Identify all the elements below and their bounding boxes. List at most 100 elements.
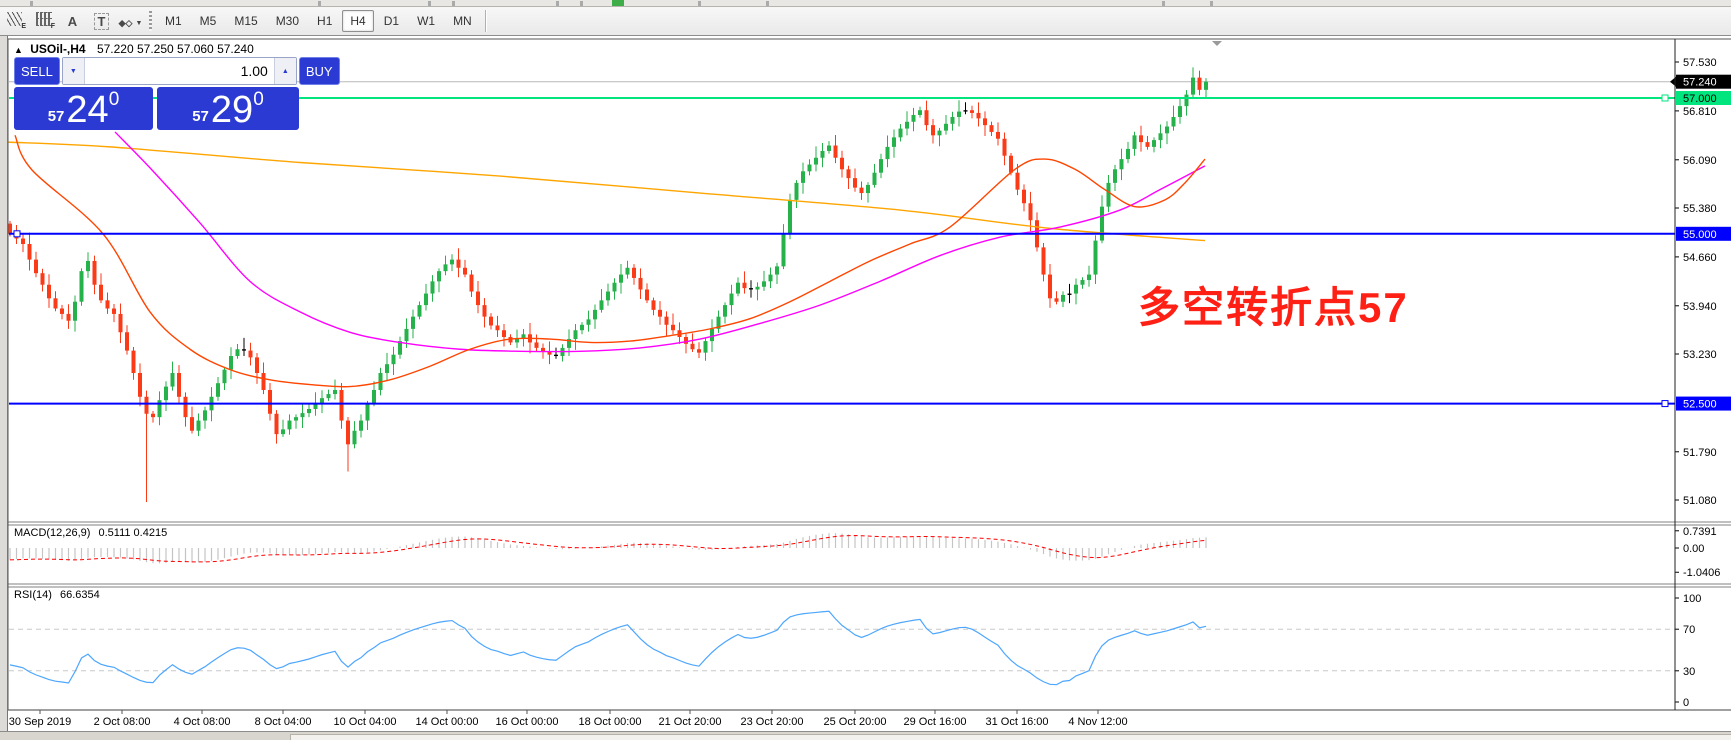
- sell-price-sup: 0: [108, 89, 120, 110]
- macd-indicator-label: MACD(12,26,9) 0.5111 0.4215: [14, 527, 167, 539]
- rsi-panel: 100 70 30 0: [9, 593, 1701, 709]
- time-tick-label: 31 Oct 16:00: [986, 716, 1049, 728]
- arrow-symbols-icon[interactable]: ◆◇ ▼: [118, 17, 143, 28]
- toolbar-separator: [484, 10, 487, 32]
- rsi-indicator-label: RSI(14) 66.6354: [14, 589, 100, 601]
- window-left-edge: [0, 35, 8, 740]
- timeframe-h4-button[interactable]: H4: [342, 10, 374, 32]
- hline-price-tag-text: 52.500: [1683, 399, 1717, 411]
- time-tick-label: 18 Oct 00:00: [579, 716, 642, 728]
- clipped-button-edge: [1162, 1, 1165, 6]
- timeframe-m5-button[interactable]: M5: [192, 10, 225, 32]
- buy-price-display[interactable]: 57 29 0: [157, 87, 299, 130]
- hline-price-tag-text: 55.000: [1683, 229, 1717, 241]
- rsi-axis-label: 100: [1683, 593, 1701, 605]
- time-tick-label: 29 Oct 16:00: [904, 716, 967, 728]
- equidistant-channel-icon[interactable]: E: [1, 8, 28, 30]
- time-tick-label: 16 Oct 00:00: [496, 716, 559, 728]
- hline-price-tag: [1676, 90, 1731, 105]
- price-tick-label: 51.080: [1683, 495, 1717, 507]
- macd-axis-label: -1.0406: [1683, 567, 1720, 579]
- timeframe-h1-button[interactable]: H1: [309, 10, 340, 32]
- chart-text-annotation[interactable]: 多空转折点57: [1138, 284, 1409, 331]
- sell-price-display[interactable]: 57 24 0: [14, 87, 153, 130]
- rsi-values: 66.6354: [59, 589, 100, 601]
- timeframe-group: M1 M5 M15 M30 H1 H4 D1 W1 MN: [156, 10, 481, 32]
- timeframe-m1-button[interactable]: M1: [157, 10, 190, 32]
- volume-input[interactable]: [84, 58, 274, 84]
- rsi-axis-label: 0: [1683, 697, 1689, 709]
- chart-title: ▲ USOil-,H4 57.220 57.250 57.060 57.240: [14, 42, 254, 56]
- timeframe-m30-button[interactable]: M30: [268, 10, 307, 32]
- time-tick-label: 4 Oct 08:00: [174, 716, 231, 728]
- fibonacci-lines-icon[interactable]: F: [30, 8, 57, 30]
- price-tick-label: 55.380: [1683, 203, 1717, 215]
- price-tick-label: 56.090: [1683, 155, 1717, 167]
- time-tick-label: 23 Oct 20:00: [741, 716, 804, 728]
- timeframe-d1-button[interactable]: D1: [376, 10, 407, 32]
- clipped-green-icon: [612, 0, 624, 6]
- volume-decrease-button[interactable]: ▼: [62, 58, 85, 84]
- time-tick-label: 14 Oct 00:00: [416, 716, 479, 728]
- text-box-icon[interactable]: T: [88, 10, 115, 32]
- symbol-dropdown-icon[interactable]: ▲: [14, 45, 23, 55]
- macd-axis-label: 0.7391: [1683, 526, 1717, 538]
- candlestick-series: [8, 67, 1208, 503]
- price-tick-label: 53.940: [1683, 301, 1717, 313]
- clipped-button-edge: [698, 1, 701, 6]
- price-tick-label: 57.530: [1683, 57, 1717, 69]
- price-tick-label: 51.790: [1683, 447, 1717, 459]
- time-axis[interactable]: 30 Sep 2019 2 Oct 08:00 4 Oct 08:00 8 Oct 0…: [9, 710, 1128, 728]
- volume-increase-button[interactable]: ▲: [273, 58, 296, 84]
- buy-button[interactable]: BUY: [298, 57, 340, 85]
- rsi-axis-label: 30: [1683, 666, 1695, 678]
- clipped-toolbar-row: [0, 0, 1731, 7]
- hline-anchor[interactable]: [13, 230, 21, 238]
- timeframe-m15-button[interactable]: M15: [226, 10, 265, 32]
- buy-price-sup: 0: [253, 89, 264, 110]
- buy-price-prefix: 57: [192, 108, 209, 125]
- clipped-button-edge: [318, 1, 321, 6]
- drawing-tools-group: E F A T ◆◇ ▼: [0, 8, 145, 35]
- macd-axis-label: 0.00: [1683, 543, 1704, 555]
- chart-shift-marker-icon[interactable]: [1212, 41, 1222, 46]
- volume-stepper: ▼ ▲: [61, 57, 297, 85]
- price-tick-label: 56.810: [1683, 106, 1717, 118]
- text-label-icon[interactable]: A: [67, 13, 78, 29]
- clipped-button-edge: [580, 1, 583, 6]
- timeframe-w1-button[interactable]: W1: [409, 10, 443, 32]
- clipped-button-edge: [766, 1, 769, 6]
- hline-price-tag: [1676, 396, 1731, 411]
- macd-values: 0.5111 0.4215: [98, 527, 168, 539]
- macd-signal-line: [9, 535, 1207, 563]
- hline-anchor[interactable]: [1661, 400, 1669, 408]
- buy-price-main: 29: [210, 89, 254, 130]
- timeframe-mn-button[interactable]: MN: [445, 10, 480, 32]
- price-tick-label: 53.230: [1683, 349, 1717, 361]
- current-price-tag-text: 57.240: [1683, 77, 1717, 89]
- clipped-button-edge: [428, 1, 431, 6]
- chart-symbol-period: USOil-,H4: [30, 42, 86, 56]
- ma-slow-line: [7, 141, 1206, 242]
- time-tick-label: 8 Oct 04:00: [255, 716, 312, 728]
- clipped-window-edge: [290, 734, 1731, 740]
- clipped-button-edge: [452, 1, 455, 6]
- macd-panel: 0.7391 0.00 -1.0406: [9, 526, 1720, 579]
- toolbar-grip[interactable]: [149, 11, 152, 31]
- clipped-button-edge: [30, 1, 33, 6]
- time-tick-label: 21 Oct 20:00: [659, 716, 722, 728]
- price-axis: 57.530 56.810 56.090 55.380 54.660 53.940 53.2…: [1675, 57, 1717, 507]
- hline-anchor[interactable]: [1661, 94, 1669, 102]
- rsi-name: RSI(14): [14, 589, 52, 601]
- hline-price-tag: [1676, 226, 1731, 241]
- clipped-button-edge: [1210, 1, 1213, 6]
- sell-button[interactable]: SELL: [14, 57, 60, 85]
- one-click-trading-panel: SELL ▼ ▲ BUY 57 24 0 57 29 0: [14, 57, 340, 130]
- rsi-axis-label: 70: [1683, 624, 1695, 636]
- clipped-bottom-window: [0, 731, 1731, 740]
- chart-ohlc-values: 57.220 57.250 57.060 57.240: [96, 42, 254, 56]
- ma-fast-line: [14, 135, 1206, 388]
- ma-medium-line: [114, 131, 1206, 353]
- clipped-button-edge: [556, 1, 559, 6]
